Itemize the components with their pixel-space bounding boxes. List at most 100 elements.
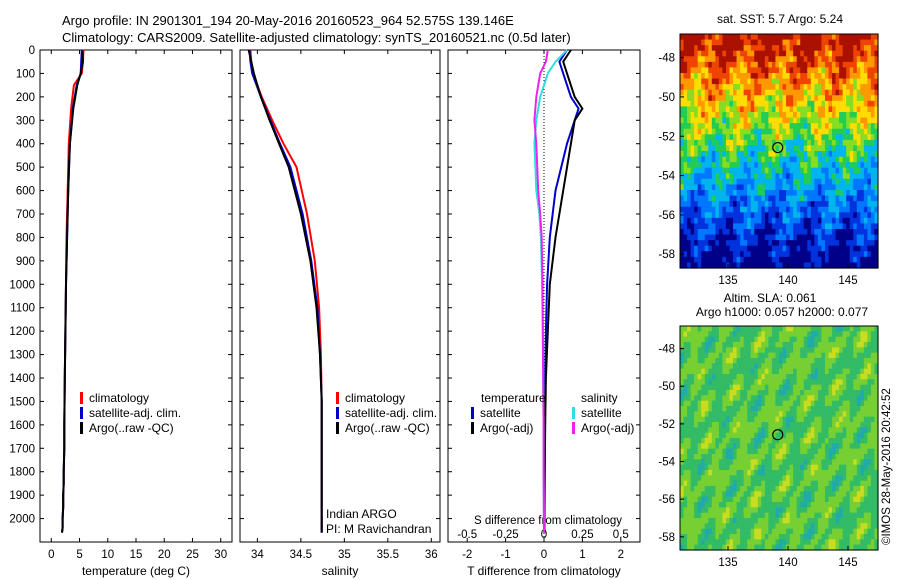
heatmap-cell — [683, 480, 688, 487]
heatmap-cell — [817, 56, 823, 63]
heatmap-cell — [747, 518, 752, 524]
heatmap-cell — [853, 523, 858, 530]
heatmap-cell — [817, 167, 823, 174]
heatmap-cell — [750, 411, 755, 418]
heatmap-cell — [711, 156, 716, 163]
heatmap-cell — [874, 507, 879, 514]
heatmap-cell — [694, 151, 699, 158]
heatmap-cell — [687, 156, 692, 163]
heatmap-cell — [814, 167, 819, 174]
heatmap-cell — [810, 427, 815, 434]
heatmap-cell — [771, 438, 777, 444]
heatmap-cell — [736, 523, 741, 530]
heatmap-cell — [821, 422, 826, 428]
heatmap-cell — [849, 229, 854, 236]
heatmap-cell — [729, 195, 734, 202]
heatmap-cell — [768, 416, 773, 423]
heatmap-cell — [729, 212, 734, 219]
heatmap-cell — [814, 262, 819, 269]
heatmap-cell — [768, 448, 773, 455]
heatmap-cell — [853, 379, 858, 386]
heatmap-cell — [839, 50, 844, 57]
heatmap-cell — [761, 411, 766, 418]
heatmap-cell — [771, 544, 777, 551]
heatmap-cell — [860, 411, 865, 418]
heatmap-cell — [747, 432, 752, 439]
heatmap-cell — [764, 422, 769, 428]
heatmap-cell — [733, 61, 738, 69]
heatmap-cell — [867, 363, 872, 370]
heatmap-cell — [867, 534, 872, 540]
heatmap-cell — [803, 212, 808, 219]
heatmap-cell — [793, 390, 798, 396]
heatmap-cell — [711, 256, 716, 264]
heatmap-cell — [687, 128, 692, 135]
heatmap-cell — [690, 217, 695, 225]
heatmap-cell — [750, 544, 755, 551]
heatmap-cell — [863, 416, 868, 423]
heatmap-cell — [803, 50, 808, 57]
heatmap-cell — [757, 84, 762, 91]
heatmap-cell — [718, 256, 724, 264]
heatmap-cell — [718, 139, 724, 147]
heatmap-cell — [863, 195, 868, 202]
heatmap-cell — [736, 262, 741, 269]
heatmap-cell — [711, 139, 716, 147]
heatmap-cell — [715, 502, 720, 508]
heatmap-cell — [740, 411, 745, 418]
heatmap-cell — [747, 427, 752, 434]
heatmap-cell — [747, 443, 752, 450]
heatmap-cell — [690, 190, 695, 197]
x-tick-label: 2 — [618, 549, 624, 561]
heatmap-cell — [842, 544, 847, 551]
heatmap-cell — [832, 145, 837, 152]
salinity-x-label: salinity — [322, 564, 359, 578]
heatmap-cell — [874, 363, 879, 370]
heatmap-cell — [750, 528, 755, 535]
heatmap-cell — [718, 336, 724, 343]
heatmap-cell — [789, 45, 794, 52]
heatmap-cell — [757, 347, 762, 354]
heatmap-cell — [800, 167, 805, 174]
heatmap-cell — [803, 491, 808, 498]
heatmap-cell — [817, 422, 823, 428]
heatmap-cell — [768, 123, 773, 130]
heatmap-cell — [789, 502, 794, 508]
heatmap-cell — [853, 454, 858, 460]
heatmap-cell — [764, 106, 769, 113]
heatmap-cell — [789, 406, 794, 412]
heatmap-cell — [722, 201, 727, 208]
heatmap-cell — [683, 123, 688, 130]
heatmap-cell — [832, 117, 837, 124]
heatmap-cell — [824, 178, 830, 186]
heatmap-cell — [761, 342, 766, 348]
heatmap-cell — [807, 464, 812, 471]
heatmap-cell — [867, 156, 872, 163]
heatmap-cell — [853, 347, 858, 354]
heatmap-cell — [704, 73, 709, 80]
heatmap-cell — [690, 544, 695, 551]
heatmap-cell — [715, 368, 720, 375]
heatmap-cell — [807, 475, 812, 482]
heatmap-cell — [793, 123, 798, 130]
heatmap-cell — [711, 395, 716, 402]
heatmap-cell — [839, 128, 844, 135]
heatmap-cell — [690, 223, 695, 230]
heatmap-cell — [750, 352, 755, 359]
heatmap-cell — [796, 427, 801, 434]
heatmap-cell — [874, 95, 879, 102]
heatmap-cell — [747, 34, 752, 41]
heatmap-cell — [839, 395, 844, 402]
heatmap-cell — [704, 539, 709, 546]
heatmap-cell — [817, 342, 823, 348]
sdiff-tick-label: -0.5 — [457, 529, 477, 541]
heatmap-cell — [832, 427, 837, 434]
heatmap-cell — [849, 95, 854, 102]
heatmap-cell — [842, 480, 847, 487]
legend-label: satellite — [581, 406, 622, 420]
heatmap-cell — [846, 528, 851, 535]
heatmap-cell — [690, 100, 695, 108]
heatmap-cell — [793, 400, 798, 407]
heatmap-cell — [687, 139, 692, 147]
heatmap-cell — [814, 234, 819, 241]
